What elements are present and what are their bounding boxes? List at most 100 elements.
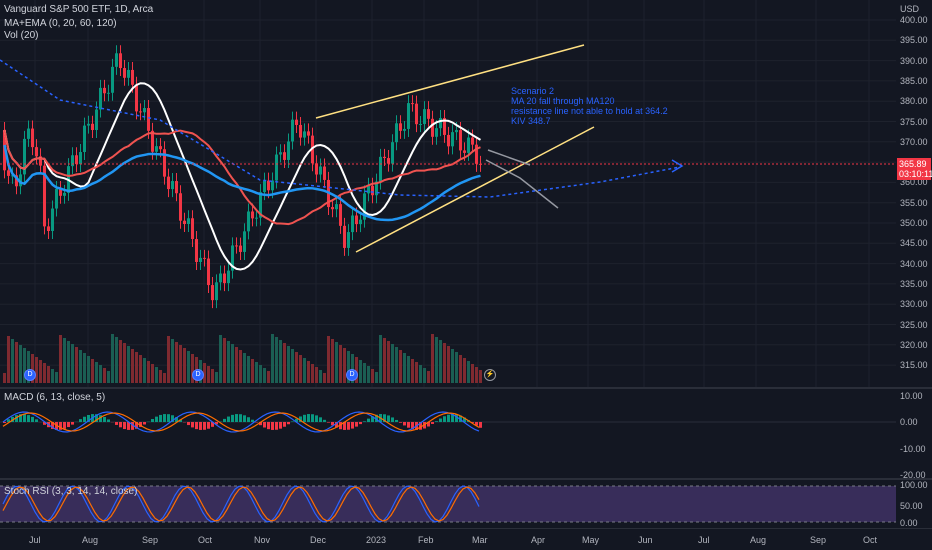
stoch-rsi-axis[interactable]: 100.00 50.00 0.00 <box>896 480 932 528</box>
macd-histogram-bar <box>331 422 334 426</box>
candle-body <box>63 192 66 196</box>
stoch-rsi-pane[interactable]: Stoch RSI (3, 3, 14, 14, close) <box>0 480 896 528</box>
macd-histogram-bar <box>71 422 74 425</box>
candle-body <box>43 165 46 227</box>
macd-histogram-bar <box>211 422 214 427</box>
dividend-event-icon[interactable]: D <box>192 369 204 381</box>
lightning-event-icon[interactable]: ⚡ <box>484 369 496 381</box>
volume-bar <box>259 365 262 383</box>
macd-histogram-bar <box>407 422 410 428</box>
candle-body <box>351 215 354 233</box>
time-tick: Jul <box>698 535 710 545</box>
candle-body <box>27 128 30 139</box>
macd-histogram-bar <box>443 416 446 422</box>
volume-bar <box>219 335 222 383</box>
candle-body <box>203 257 206 259</box>
candle-body <box>195 239 198 262</box>
volume-bar <box>275 337 278 383</box>
price-chart-canvas[interactable] <box>0 0 896 387</box>
volume-bar <box>351 354 354 383</box>
stoch-rsi-canvas[interactable] <box>0 480 896 528</box>
time-tick: 2023 <box>366 535 387 545</box>
candle-body <box>455 130 458 133</box>
volume-bar <box>271 334 274 383</box>
candle-body <box>447 134 450 147</box>
volume-bar <box>255 362 258 383</box>
volume-bar <box>295 352 298 383</box>
volume-bar <box>135 352 138 383</box>
candle-body <box>207 258 210 286</box>
macd-histogram-bar <box>363 421 366 422</box>
volume-bar <box>331 339 334 383</box>
candle-body <box>343 225 346 248</box>
volume-bar <box>107 371 110 383</box>
volume-indicator-label[interactable]: Vol (20) <box>4 30 39 41</box>
volume-bar <box>267 371 270 383</box>
candle-body <box>211 285 214 301</box>
chart-title[interactable]: Vanguard S&P 500 ETF, 1D, Arca <box>4 4 154 15</box>
macd-histogram-bar <box>127 422 130 430</box>
volume-bar <box>415 362 418 383</box>
time-tick: Oct <box>863 535 878 545</box>
candle-body <box>151 130 154 152</box>
rsi-tick: 100.00 <box>900 480 928 490</box>
candle-body <box>155 146 158 152</box>
candle-body <box>443 118 446 135</box>
candle-body <box>411 103 414 105</box>
volume-bar <box>191 354 194 383</box>
macd-histogram-bar <box>199 422 202 430</box>
candle-body <box>435 128 438 137</box>
candle-body <box>323 166 326 180</box>
volume-bar <box>403 353 406 383</box>
pane-separator[interactable] <box>0 387 932 389</box>
macd-histogram-bar <box>339 422 342 430</box>
macd-histogram-bar <box>427 422 430 427</box>
candle-body <box>399 123 402 131</box>
macd-signal-line <box>2 412 480 432</box>
pane-separator[interactable] <box>0 478 932 480</box>
price-tick: 395.00 <box>900 35 928 46</box>
macd-histogram-bar <box>27 415 30 422</box>
price-tick: 315.00 <box>900 360 928 371</box>
volume-bar <box>95 362 98 383</box>
volume-bar <box>171 339 174 383</box>
candle-body <box>315 163 318 175</box>
macd-histogram-bar <box>15 415 18 422</box>
volume-bar <box>155 367 158 383</box>
macd-canvas[interactable] <box>0 389 896 478</box>
projection-arrow-head <box>671 159 684 173</box>
macd-histogram-bar <box>475 422 478 426</box>
price-tick: 320.00 <box>900 339 928 350</box>
candle-body <box>303 131 306 138</box>
macd-histogram-bar <box>455 414 458 422</box>
dividend-event-icon[interactable]: D <box>24 369 36 381</box>
price-tick: 340.00 <box>900 258 928 269</box>
scenario-annotation[interactable]: Scenario 2 MA 20 fall through MA120 resi… <box>511 86 668 126</box>
candle-body <box>183 220 186 224</box>
ma-ema-indicator-label[interactable]: MA+EMA (0, 20, 60, 120) <box>4 18 117 29</box>
macd-histogram-bar <box>367 418 370 422</box>
volume-bar <box>423 368 426 383</box>
annotation-line: KIV 348.7 <box>511 116 551 126</box>
macd-histogram-bar <box>431 422 434 424</box>
candle-body <box>87 123 90 126</box>
macd-histogram-bar <box>383 414 386 422</box>
candle-body <box>275 154 278 181</box>
macd-histogram-bar <box>235 414 238 422</box>
macd-histogram-bar <box>131 422 134 430</box>
volume-bar <box>215 372 218 383</box>
stoch-rsi-indicator-label[interactable]: Stoch RSI (3, 3, 14, 14, close) <box>4 486 138 497</box>
macd-histogram-bar <box>391 417 394 422</box>
price-axis[interactable]: USD 400.00 395.00 390.00 385.00 380.00 375.00… <box>896 0 932 387</box>
volume-bar <box>67 341 70 383</box>
dividend-event-icon[interactable]: D <box>346 369 358 381</box>
macd-pane[interactable]: MACD (6, 13, close, 5) <box>0 389 896 478</box>
time-tick: May <box>582 535 600 545</box>
price-chart-pane[interactable]: Vanguard S&P 500 ETF, 1D, Arca MA+EMA (0… <box>0 0 896 387</box>
macd-axis[interactable]: 10.00 0.00 -10.00 -20.00 <box>896 389 932 480</box>
macd-histogram-bar <box>99 415 102 422</box>
macd-histogram-bar <box>243 415 246 422</box>
macd-histogram-bar <box>411 422 414 430</box>
macd-indicator-label[interactable]: MACD (6, 13, close, 5) <box>4 392 106 403</box>
macd-histogram-bar <box>311 414 314 422</box>
